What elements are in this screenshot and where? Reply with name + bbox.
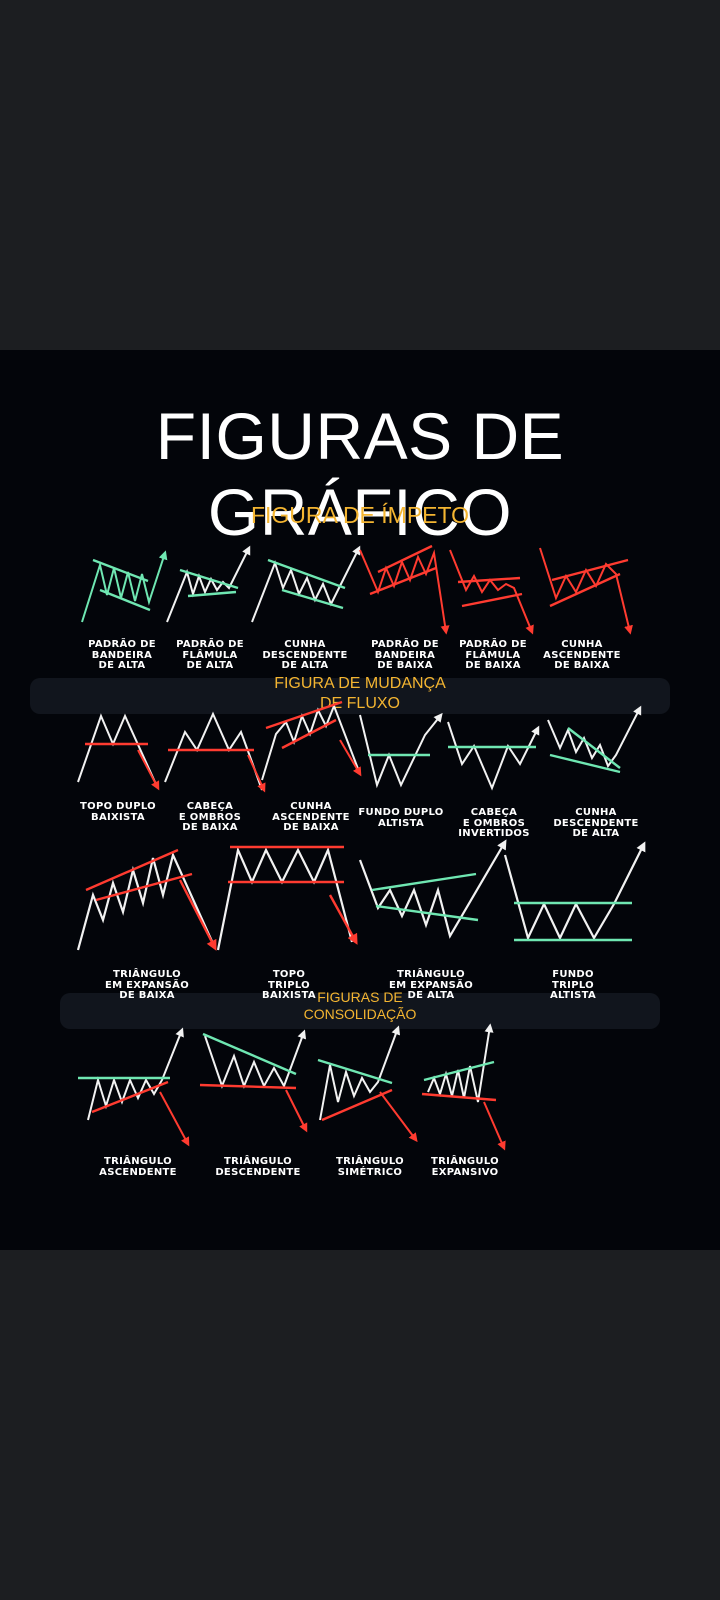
section-title-consolidacao: FIGURAS DE CONSOLIDAÇÃO: [0, 989, 720, 1023]
triangulo-exp-alta-price-line: [358, 839, 507, 939]
bandeira-baixa-price-line: [359, 549, 450, 635]
pattern-label-triangulo-expansao-baixa: TRIÂNGULO EM EXPANSÃO DE BAIXA: [104, 969, 190, 1001]
triangulo-exp-baixa-price-line: [76, 851, 217, 951]
pattern-label-cunha-desc-alta: CUNHA DESCENDENTE DE ALTA: [262, 639, 348, 671]
pattern-label-triangulo-simetrico: TRIÂNGULO SIMÉTRICO: [336, 1156, 404, 1178]
fundo-triplo-price-line: [503, 841, 646, 942]
cunha-asc-baixa-lower-line: [549, 572, 621, 608]
cunha-desc-alta-2-lower-line: [549, 753, 621, 774]
section-title-mudanca-line1: FIGURA DE MUDANÇA: [274, 675, 446, 692]
pattern-label-triangulo-descendente: TRIÂNGULO DESCENDENTE: [215, 1156, 301, 1178]
triangulo-exp-lower-line: [421, 1092, 497, 1102]
cunha-desc-alta-lower-line: [281, 588, 344, 610]
cabeca-ombros-arrow: [247, 754, 266, 793]
pattern-diagrams: [76, 544, 646, 1151]
bandeira-baixa-lower-line: [369, 566, 437, 596]
cunha-desc-alta-2-upper-line: [567, 727, 621, 769]
cunha-desc-alta-price-line: [251, 545, 361, 623]
triangulo-asc-support: [91, 1080, 169, 1114]
cunha-asc-baixa-2-upper-line: [265, 700, 343, 730]
pattern-label-flamula-baixa: PADRÃO DE FLÂMULA DE BAIXA: [459, 639, 527, 671]
triangulo-desc-support: [199, 1083, 297, 1090]
triangulo-sim-lower-line: [321, 1088, 393, 1122]
triangulo-exp-price-line: [427, 1023, 494, 1103]
section-title-mudanca: FIGURA DE MUDANÇA DE FLUXO: [0, 674, 720, 714]
section-banner-mudanca: [30, 678, 670, 714]
page-title: FIGURAS DE GRÁFICO: [155, 399, 565, 549]
triangulo-desc-resistance: [202, 1032, 297, 1076]
pattern-label-bandeira-alta: PADRÃO DE BANDEIRA DE ALTA: [88, 639, 156, 671]
flamula-alta-price-line: [166, 545, 251, 623]
section-title-mudanca-line2: DE FLUXO: [319, 695, 400, 712]
pattern-label-triangulo-expansivo: TRIÂNGULO EXPANSIVO: [431, 1156, 499, 1178]
topo-triplo-arrow: [328, 894, 358, 945]
triangulo-asc-price-line: [87, 1027, 184, 1121]
flamula-baixa-price-line: [449, 549, 534, 635]
triangulo-asc-arrow-down: [159, 1091, 190, 1147]
cabeca-ombros-price-line: [164, 711, 263, 791]
cunha-asc-baixa-2-price-line: [261, 703, 361, 781]
cunha-asc-baixa-2-arrow: [339, 739, 362, 777]
pattern-label-topo-triplo: TOPO TRIPLO BAIXISTA: [262, 969, 316, 1001]
pattern-label-cabeca-ombros-inv: CABEÇA E OMBROS INVERTIDOS: [458, 807, 530, 839]
triangulo-exp-alta-lower-line: [371, 872, 477, 892]
triangulo-exp-baixa-lower-line: [95, 872, 193, 902]
triangulo-exp-arrow-down: [483, 1101, 506, 1151]
flamula-baixa-upper-line: [457, 576, 521, 584]
pattern-label-triangulo-expansao-alta: TRIÂNGULO EM EXPANSÃO DE ALTA: [388, 969, 474, 1001]
pattern-label-cabeca-ombros: CABEÇA E OMBROS DE BAIXA: [178, 801, 242, 833]
bandeira-baixa-upper-line: [377, 544, 433, 574]
bandeira-alta-lower-line: [99, 588, 151, 612]
pattern-label-cunha-desc-alta-2: CUNHA DESCENDENTE DE ALTA: [553, 807, 639, 839]
cunha-asc-baixa-2-lower-line: [281, 718, 337, 750]
bandeira-alta-upper-line: [92, 558, 149, 583]
cabeca-ombros-inv-price-line: [447, 721, 540, 791]
fundo-duplo-price-line: [359, 712, 443, 789]
pattern-label-fundo-triplo: FUNDO TRIPLO ALTISTA: [549, 969, 597, 1001]
triangulo-sim-price-line: [319, 1025, 401, 1121]
topo-duplo-price-line: [77, 713, 156, 783]
pattern-label-fundo-duplo: FUNDO DUPLO ALTISTA: [358, 807, 444, 829]
flamula-baixa-lower-line: [461, 592, 523, 608]
pattern-label-cunha-asc-baixa: CUNHA ASCENDENTE DE BAIXA: [543, 639, 621, 671]
triangulo-desc-price-line: [204, 1029, 307, 1089]
cunha-asc-baixa-upper-line: [551, 558, 629, 582]
pattern-label-cunha-asc-baixa-2: CUNHA ASCENDENTE DE BAIXA: [272, 801, 350, 833]
pattern-label-flamula-alta: PADRÃO DE FLÂMULA DE ALTA: [176, 639, 244, 671]
bandeira-alta-price-line: [81, 550, 168, 623]
section-title-impeto: FIGURA DE ÍMPETO: [250, 502, 470, 528]
infographic-panel: FIGURAS DE GRÁFICO FIGURA DE ÍMPETO FIGU…: [0, 350, 720, 1250]
triangulo-exp-baixa-arrow: [178, 879, 217, 951]
triangulo-exp-upper-line: [423, 1060, 495, 1082]
triangulo-exp-baixa-upper-line: [85, 848, 179, 892]
triangulo-exp-alta-upper-line: [375, 904, 479, 922]
flamula-alta-upper-line: [179, 568, 239, 590]
pattern-label-topo-duplo: TOPO DUPLO BAIXISTA: [80, 801, 156, 823]
triangulo-desc-arrow-down: [285, 1089, 308, 1133]
section-banner-consolidacao: [60, 993, 660, 1029]
triangulo-sim-upper-line: [317, 1058, 393, 1085]
section-title-consolidacao-line2: CONSOLIDAÇÃO: [303, 1006, 417, 1022]
triangulo-sim-arrow-down: [379, 1091, 418, 1143]
pattern-label-bandeira-baixa: PADRÃO DE BANDEIRA DE BAIXA: [371, 639, 439, 671]
cunha-desc-alta-upper-line: [267, 558, 346, 590]
pattern-label-triangulo-ascendente: TRIÂNGULO ASCENDENTE: [99, 1156, 177, 1178]
topo-duplo-arrow: [137, 749, 160, 791]
flamula-alta-lower-line: [187, 590, 237, 598]
section-title-consolidacao-line1: FIGURAS DE: [317, 989, 403, 1005]
